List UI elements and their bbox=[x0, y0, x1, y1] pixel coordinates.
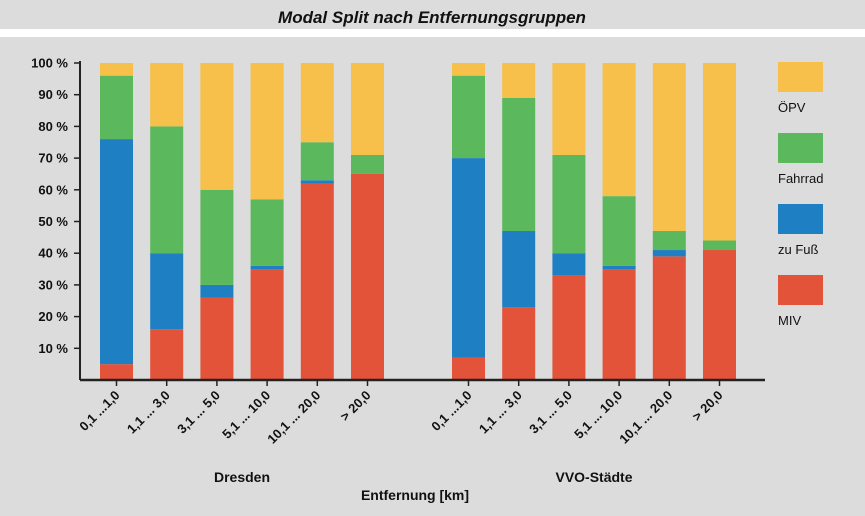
y-tick-label: 40 % bbox=[38, 246, 68, 261]
bar-segment-dresden-zu-fuss bbox=[150, 253, 184, 330]
legend-label-fahrrad: Fahrrad bbox=[778, 171, 824, 186]
bar-segment-vvo-staedte-fahrrad bbox=[552, 154, 586, 254]
y-tick-label: 50 % bbox=[38, 214, 68, 229]
legend-swatch-oepv bbox=[778, 62, 823, 92]
legend-swatch-fahrrad bbox=[778, 133, 823, 163]
bar-segment-vvo-staedte-fahrrad bbox=[452, 75, 485, 159]
bar-segment-vvo-staedte-fahrrad bbox=[703, 240, 736, 251]
bar-segment-dresden-miv bbox=[200, 297, 234, 380]
bar-segment-vvo-staedte-zu-fuss bbox=[552, 253, 586, 276]
bar-segment-vvo-staedte-oepv bbox=[703, 63, 736, 241]
bar-segment-dresden-fahrrad bbox=[200, 189, 234, 285]
legend-label-oepv: ÖPV bbox=[778, 100, 806, 115]
bar-segment-vvo-staedte-miv bbox=[602, 269, 636, 380]
y-tick-label: 20 % bbox=[38, 309, 68, 324]
y-tick-label: 60 % bbox=[38, 182, 68, 197]
bar-segment-vvo-staedte-miv bbox=[552, 275, 586, 380]
bar-segment-vvo-staedte-miv bbox=[452, 357, 485, 380]
y-tick-label: 70 % bbox=[38, 151, 68, 166]
bar-segment-vvo-staedte-zu-fuss bbox=[652, 250, 686, 257]
bar-segment-dresden-miv bbox=[100, 364, 133, 380]
bar-segment-dresden-zu-fuss bbox=[300, 180, 334, 184]
legend-label-miv: MIV bbox=[778, 313, 801, 328]
bar-segment-dresden-zu-fuss bbox=[100, 139, 133, 365]
group-label-vvo-staedte: VVO-Städte bbox=[555, 469, 632, 485]
bar-segment-vvo-staedte-zu-fuss bbox=[452, 158, 485, 358]
group-label-dresden: Dresden bbox=[214, 469, 270, 485]
bar-segment-dresden-oepv bbox=[250, 63, 284, 200]
bar-segment-dresden-miv bbox=[150, 329, 184, 380]
y-tick-label: 100 % bbox=[31, 56, 68, 71]
bar-segment-dresden-oepv bbox=[200, 63, 234, 190]
legend-label-zu-fuss: zu Fuß bbox=[778, 242, 819, 257]
y-tick-label: 90 % bbox=[38, 87, 68, 102]
bar-segment-dresden-oepv bbox=[150, 63, 184, 127]
bars bbox=[100, 63, 736, 380]
bar-segment-vvo-staedte-zu-fuss bbox=[502, 231, 536, 308]
legend-swatch-miv bbox=[778, 275, 823, 305]
bar-segment-vvo-staedte-oepv bbox=[552, 63, 586, 155]
bar-segment-dresden-fahrrad bbox=[300, 142, 334, 181]
bar-segment-dresden-fahrrad bbox=[150, 126, 184, 254]
bar-segment-dresden-oepv bbox=[100, 63, 133, 76]
bar-segment-dresden-fahrrad bbox=[100, 75, 133, 140]
bar-segment-dresden-miv bbox=[300, 183, 334, 380]
y-tick-label: 10 % bbox=[38, 341, 68, 356]
bar-segment-vvo-staedte-miv bbox=[703, 250, 736, 380]
bar-segment-dresden-miv bbox=[351, 173, 384, 380]
bar-segment-vvo-staedte-oepv bbox=[452, 63, 485, 76]
y-tick-label: 30 % bbox=[38, 277, 68, 292]
bar-segment-dresden-fahrrad bbox=[250, 199, 284, 266]
title-band bbox=[0, 29, 865, 37]
bar-segment-vvo-staedte-fahrrad bbox=[502, 97, 536, 232]
bar-segment-vvo-staedte-fahrrad bbox=[652, 231, 686, 251]
bar-segment-dresden-miv bbox=[250, 269, 284, 380]
bar-segment-dresden-oepv bbox=[351, 63, 384, 155]
bar-segment-vvo-staedte-oepv bbox=[502, 63, 536, 98]
chart-title: Modal Split nach Entfernungsgruppen bbox=[278, 8, 586, 27]
bar-segment-vvo-staedte-oepv bbox=[652, 63, 686, 232]
bar-segment-vvo-staedte-miv bbox=[502, 307, 536, 380]
bar-segment-dresden-zu-fuss bbox=[250, 265, 284, 270]
bar-segment-vvo-staedte-zu-fuss bbox=[602, 265, 636, 270]
legend: ÖPV Fahrrad zu Fuß MIV bbox=[778, 62, 824, 328]
x-axis-label: Entfernung [km] bbox=[361, 487, 469, 503]
legend-swatch-zu-fuss bbox=[778, 204, 823, 234]
bar-segment-dresden-oepv bbox=[300, 63, 334, 143]
bar-segment-dresden-fahrrad bbox=[351, 154, 384, 174]
bar-segment-vvo-staedte-miv bbox=[652, 256, 686, 380]
bar-segment-dresden-zu-fuss bbox=[200, 284, 234, 298]
bar-segment-vvo-staedte-oepv bbox=[602, 63, 636, 197]
y-axis: 10 % 20 % 30 % 40 % 50 % 60 % 70 % 80 % 90 % 100 … bbox=[31, 56, 81, 380]
y-tick-label: 80 % bbox=[38, 119, 68, 134]
bar-segment-vvo-staedte-fahrrad bbox=[602, 196, 636, 266]
